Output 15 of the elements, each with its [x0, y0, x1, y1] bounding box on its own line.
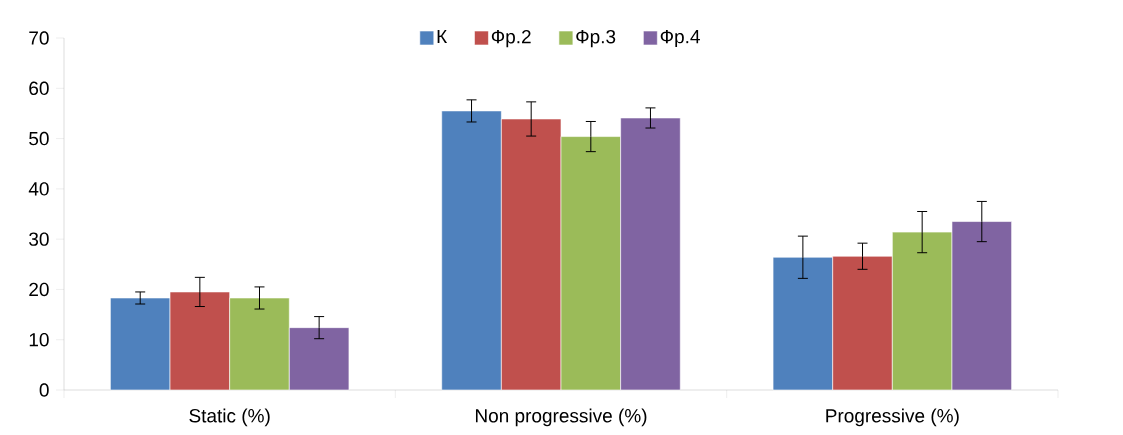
x-tick-label: Non progressive (%) [475, 408, 647, 427]
y-tick-label: 60 [29, 81, 49, 96]
y-tick-label: 50 [29, 131, 49, 146]
y-tick-label: 10 [29, 332, 49, 347]
y-tick-label: 30 [29, 232, 49, 246]
y-tick-label: 70 [29, 31, 49, 45]
y-tick-label: 0 [39, 383, 49, 397]
y-tick-label: 20 [29, 282, 49, 297]
legend-label: Фр.2 [491, 29, 531, 48]
y-tick-label: 40 [28, 182, 49, 196]
legend-label: Фр.3 [576, 29, 616, 48]
x-tick-label: Static (%) [189, 408, 270, 427]
legend-label: Фр.4 [660, 29, 700, 48]
x-tick-label: Progressive (%) [826, 408, 959, 427]
legend-label: К [437, 30, 448, 44]
